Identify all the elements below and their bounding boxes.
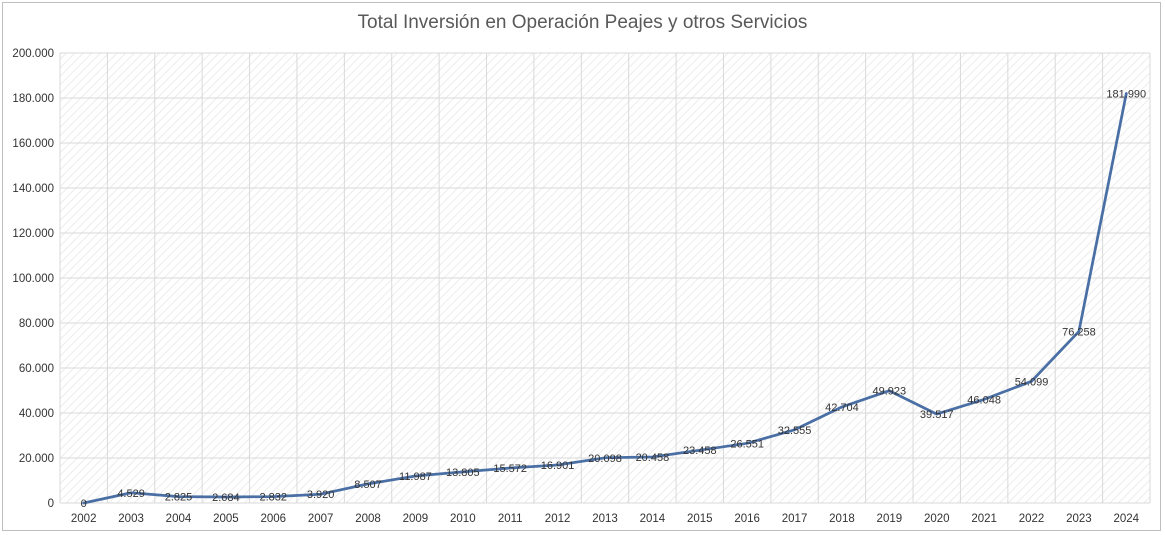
data-point [840, 405, 844, 409]
chart-title: Total Inversión en Operación Peajes y ot… [357, 12, 808, 33]
data-point [1030, 380, 1033, 383]
x-tick-label: 2003 [118, 513, 144, 525]
data-label: 32.555 [778, 425, 812, 437]
data-point [82, 501, 85, 505]
gridlines [59, 52, 1151, 504]
x-tick-label: 2004 [166, 513, 192, 525]
data-label: 42.704 [825, 402, 859, 414]
x-tick-label: 2015 [687, 513, 713, 525]
data-point [129, 491, 133, 495]
x-tick-label: 2020 [924, 513, 950, 525]
x-axis: 2002 2003 2004 2005 2006 2007 2008 2009 2010 2011… [71, 513, 1140, 525]
data-label: 46.048 [967, 394, 1001, 406]
x-tick-label: 2021 [971, 513, 997, 525]
data-label: 2.825 [165, 492, 193, 504]
x-tick-label: 2013 [592, 513, 618, 525]
data-label: 49.923 [873, 386, 907, 398]
data-point [793, 428, 796, 431]
data-point [603, 456, 607, 459]
x-tick-label: 2016 [734, 513, 760, 525]
data-label: 8.507 [354, 479, 382, 491]
x-tick-label: 2010 [450, 513, 476, 525]
y-tick-label: 20.000 [19, 453, 54, 465]
data-point [224, 495, 228, 499]
x-tick-label: 2011 [498, 513, 523, 525]
x-tick-label: 2009 [403, 513, 429, 525]
data-label: 54.099 [1015, 376, 1049, 388]
y-tick-label: 200.000 [12, 48, 54, 60]
data-point [272, 495, 275, 498]
y-tick-label: 60.000 [19, 363, 54, 375]
data-label: 0 [81, 498, 87, 510]
data-label: 181.990 [1106, 89, 1146, 101]
data-label: 13.805 [446, 467, 480, 479]
data-label: 39.517 [920, 409, 954, 421]
x-tick-label: 2019 [877, 513, 903, 525]
data-label: 20.458 [636, 452, 670, 464]
x-tick-label: 2024 [1114, 513, 1140, 525]
data-point [509, 466, 512, 470]
data-label: 20.098 [588, 453, 622, 465]
data-label: 23.458 [683, 445, 717, 457]
data-label: 3.920 [307, 489, 335, 501]
y-tick-label: 180.000 [12, 93, 54, 105]
data-point [556, 463, 559, 467]
data-point [1125, 92, 1128, 95]
y-tick-label: 140.000 [12, 183, 54, 195]
y-tick-label: 40.000 [19, 408, 54, 420]
data-label: 2.832 [259, 492, 287, 504]
data-point [698, 449, 701, 452]
data-point [888, 389, 891, 392]
y-tick-label: 120.000 [12, 228, 54, 240]
data-point [651, 455, 654, 459]
data-label: 15.572 [493, 463, 527, 475]
x-tick-label: 2022 [1019, 513, 1045, 525]
data-point [982, 398, 986, 401]
x-tick-label: 2007 [308, 513, 334, 525]
y-tick-label: 80.000 [19, 318, 54, 330]
x-tick-label: 2002 [71, 513, 97, 525]
data-point [745, 442, 749, 445]
data-label: 4.529 [117, 488, 145, 500]
y-tick-label: 0 [48, 498, 54, 510]
data-label: 76.258 [1062, 326, 1096, 338]
y-tick-label: 160.000 [12, 138, 54, 150]
data-label: 26.551 [730, 438, 764, 450]
y-tick-label: 100.000 [12, 273, 54, 285]
series-line-group [82, 92, 1128, 505]
y-axis: 0 20.000 40.000 60.000 80.000 100.000 120.000 1… [12, 48, 54, 510]
data-point [177, 495, 180, 498]
data-labels: 0 4.529 2.825 2.684 2.832 3.920 8.507 11.987 13.… [81, 89, 1147, 510]
x-tick-label: 2017 [782, 513, 808, 525]
x-tick-label: 2012 [545, 513, 571, 525]
data-point [319, 492, 322, 496]
data-point [935, 412, 938, 416]
data-point [1077, 330, 1081, 333]
x-tick-label: 2023 [1066, 513, 1092, 525]
data-label: 2.684 [212, 492, 240, 504]
data-point [414, 474, 417, 478]
x-tick-label: 2006 [260, 513, 286, 525]
data-label: 11.987 [399, 471, 432, 483]
data-label: 16.901 [541, 460, 575, 472]
x-tick-label: 2018 [829, 513, 855, 525]
data-point [461, 470, 465, 474]
x-tick-label: 2014 [640, 513, 666, 525]
data-point [366, 482, 370, 486]
x-tick-label: 2008 [355, 513, 381, 525]
x-tick-label: 2005 [213, 513, 239, 525]
